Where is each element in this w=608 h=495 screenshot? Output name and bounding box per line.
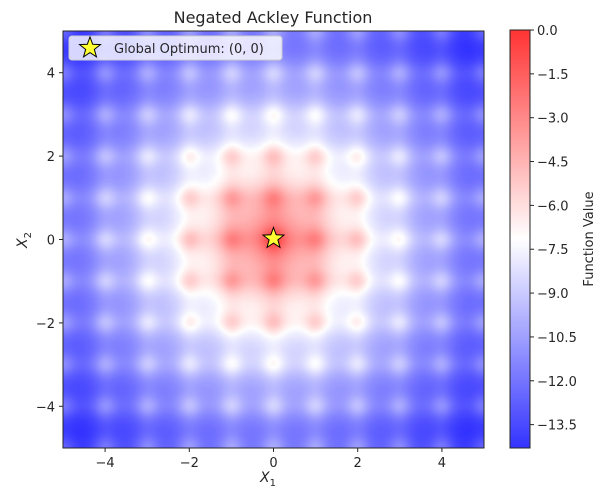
colorbar — [510, 30, 530, 448]
legend-box — [68, 35, 283, 61]
legend-label: Global Optimum: (0, 0) — [114, 42, 264, 57]
y-axis-label-sub: 2 — [23, 232, 34, 238]
y-tick-label: 2 — [47, 150, 55, 165]
y-tick-label: −4 — [36, 400, 55, 415]
y-tick-label: −2 — [36, 317, 55, 332]
x-tick-label: 0 — [269, 456, 277, 471]
colorbar-tick-label: −7.5 — [537, 243, 569, 258]
colorbar-tick-label: −9.0 — [537, 287, 569, 302]
global-optimum-star-icon — [261, 226, 286, 249]
x-tick-label: −4 — [96, 456, 115, 471]
colorbar-tick-label: −13.5 — [537, 419, 577, 434]
colorbar-ticks: 0.0 −1.5 −3.0 −4.5 −6.0 −7.5 −9.0 −10.5 −12.0 −13… — [530, 24, 577, 434]
y-axis-label-base: X — [15, 238, 31, 249]
y-tick-label: 0 — [47, 234, 55, 249]
x-tick-label: 4 — [438, 456, 446, 471]
colorbar-label: Function Value — [582, 191, 597, 286]
y-tick-label: 4 — [47, 67, 55, 82]
colorbar-tick-label: −12.0 — [537, 375, 577, 390]
legend-star-icon — [78, 35, 102, 59]
x-axis-label: X1 — [259, 470, 276, 489]
chart-title: Negated Ackley Function — [174, 8, 373, 27]
colorbar-tick-label: −10.5 — [537, 331, 577, 346]
colorbar-tick-label: 0.0 — [537, 24, 558, 39]
x-tick-label: 2 — [354, 456, 362, 471]
colorbar-tick-label: −6.0 — [537, 199, 569, 214]
x-axis-label-base: X — [259, 470, 270, 486]
x-axis-ticks: −4 −2 0 2 4 — [96, 448, 446, 471]
y-axis-ticks: −4 −2 0 2 4 — [36, 67, 63, 415]
colorbar-frame — [509, 29, 531, 449]
colorbar-tick-label: −4.5 — [537, 156, 569, 171]
colorbar-tick-label: −3.0 — [537, 112, 569, 127]
x-tick-label: −2 — [180, 456, 199, 471]
y-axis-label: X2 — [15, 232, 34, 249]
colorbar-tick-label: −1.5 — [537, 68, 569, 83]
legend: Global Optimum: (0, 0) — [68, 35, 283, 61]
x-axis-label-sub: 1 — [270, 478, 276, 489]
